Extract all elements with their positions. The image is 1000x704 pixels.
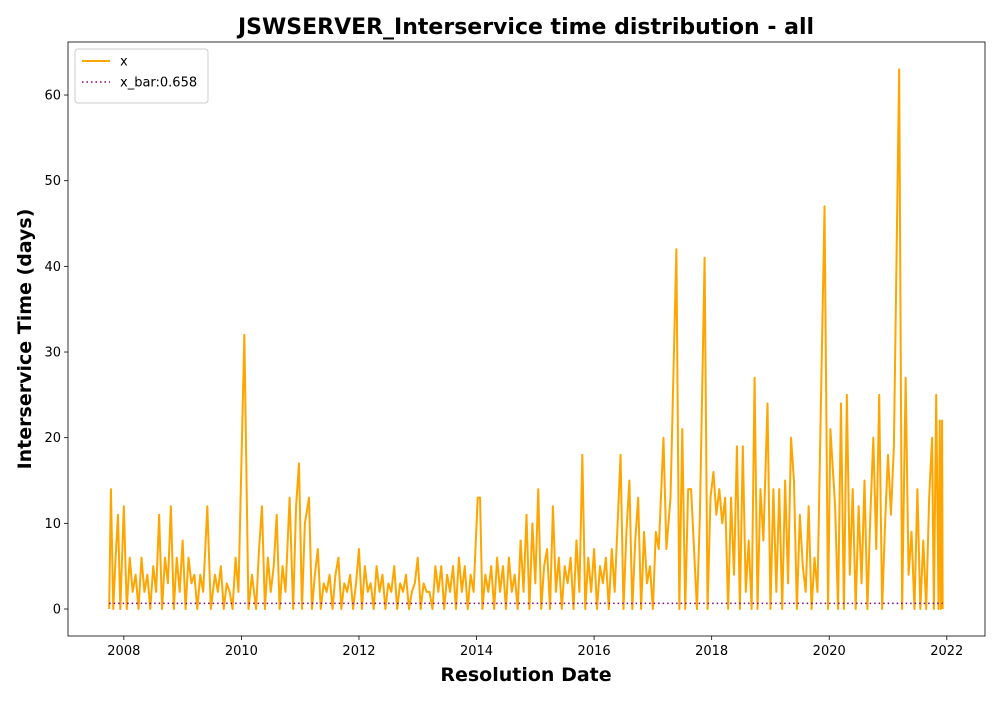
- x-tick-label: 2008: [107, 644, 140, 659]
- legend-label: x_bar:0.658: [120, 76, 197, 91]
- x-tick-label: 2016: [578, 644, 611, 659]
- legend-box: [74, 48, 209, 104]
- x-tick-label: 2018: [695, 644, 728, 659]
- y-tick-label: 50: [44, 174, 61, 189]
- y-tick-label: 0: [53, 603, 61, 618]
- y-tick-label: 10: [44, 517, 61, 532]
- x-tick-label: 2020: [813, 644, 846, 659]
- plot-frame: [67, 41, 986, 637]
- x-tick-label: 2022: [930, 644, 963, 659]
- legend-label: x: [120, 55, 128, 70]
- y-tick-label: 60: [44, 89, 61, 104]
- y-axis-label: Interservice Time (days): [14, 209, 36, 470]
- x-tick-label: 2012: [342, 644, 375, 659]
- x-axis-label: Resolution Date: [440, 664, 611, 686]
- y-tick-label: 40: [44, 260, 61, 275]
- legend: x x_bar:0.658: [74, 48, 209, 104]
- y-tick-label: 30: [44, 346, 61, 361]
- chart-title: JSWSERVER_Interservice time distribution…: [236, 15, 814, 40]
- x-tick-label: 2014: [460, 644, 493, 659]
- x-tick-label: 2010: [225, 644, 258, 659]
- y-tick-label: 20: [44, 431, 61, 446]
